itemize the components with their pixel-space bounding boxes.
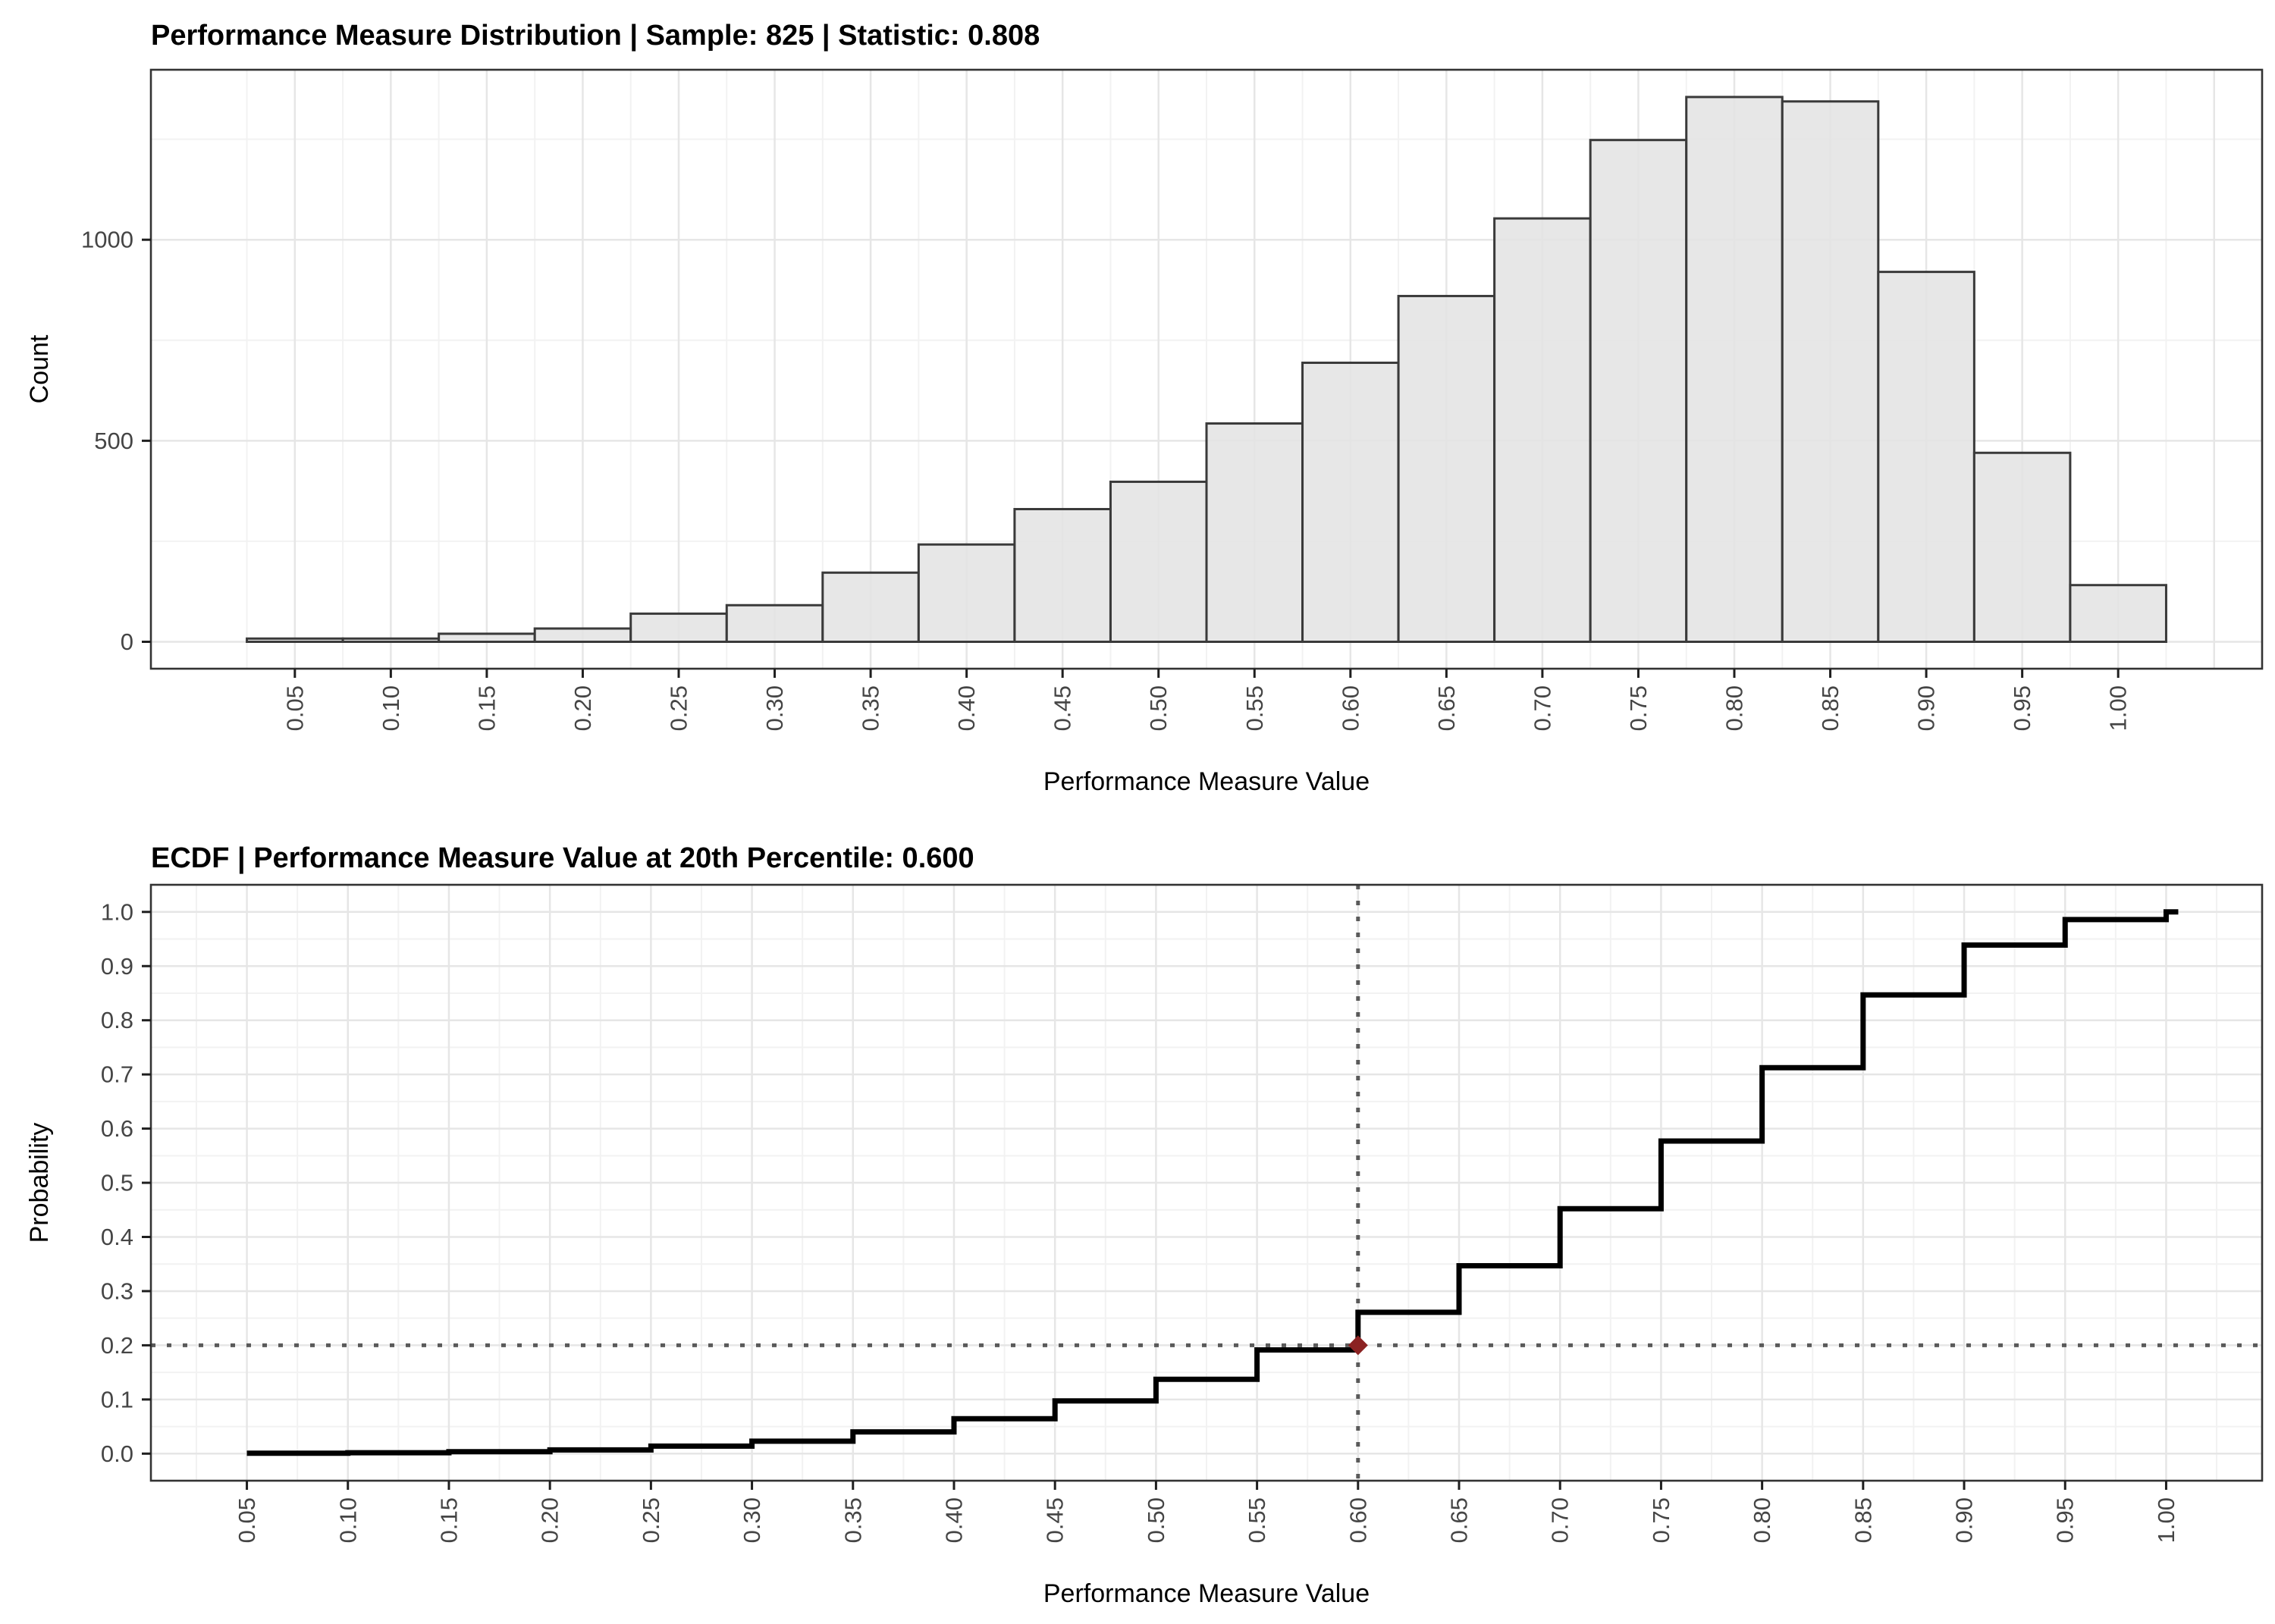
x-tick-label: 0.70 (1529, 685, 1555, 731)
y-tick-label: 0.9 (101, 953, 133, 980)
y-tick-label: 0.4 (101, 1224, 133, 1250)
y-tick-label: 0.3 (101, 1278, 133, 1304)
x-tick-label: 0.45 (1050, 685, 1076, 731)
x-axis-ticks (246, 1481, 2167, 1490)
x-tick-label: 0.20 (537, 1497, 563, 1543)
histogram-bar (1877, 271, 1975, 643)
histogram-bar (917, 543, 1016, 644)
x-tick-label: 0.95 (2009, 685, 2035, 731)
x-tick-label: 0.50 (1145, 685, 1172, 731)
x-tick-label: 1.00 (2105, 685, 2132, 731)
y-tick-labels: 0.0 0.1 0.2 0.3 0.4 0.5 0.6 0.7 0.8 0.9 1.0 (101, 898, 133, 1467)
histogram-bar (341, 637, 441, 644)
histogram-bar (1493, 217, 1592, 643)
x-tick-label: 0.25 (638, 1497, 664, 1543)
y-tick-label: 0.6 (101, 1115, 133, 1142)
x-tick-label: 0.65 (1433, 685, 1460, 731)
histogram-bar (533, 627, 632, 644)
histogram-bar (2069, 584, 2167, 644)
x-tick-label: 0.60 (1345, 1497, 1371, 1543)
histogram-figure: Performance Measure Distribution | Sampl… (25, 20, 2264, 796)
ecdf-line (246, 909, 2179, 1456)
x-tick-label: 0.05 (281, 685, 308, 731)
x-tick-label: 0.85 (1850, 1497, 1876, 1543)
histogram-bar (1589, 139, 1688, 643)
y-tick-label: 0.2 (101, 1332, 133, 1359)
histogram-plot: 0.05 0.10 0.15 0.20 0.25 0.30 0.35 0.40 0.45 0.50… (25, 68, 2264, 796)
x-tick-label: 0.45 (1042, 1497, 1068, 1543)
x-tick-label: 0.10 (334, 1497, 361, 1543)
histogram-bar (1685, 96, 1784, 644)
histogram-bar (246, 637, 344, 644)
x-axis-title: Performance Measure Value (1043, 767, 1370, 796)
histogram-bar (438, 632, 536, 643)
histogram-bar (1397, 294, 1496, 643)
x-tick-label: 0.65 (1446, 1497, 1473, 1543)
y-tick-label: 0 (121, 629, 133, 655)
y-tick-label: 0.8 (101, 1007, 133, 1033)
x-tick-label: 0.30 (739, 1497, 765, 1543)
y-axis-title: Count (25, 334, 54, 403)
x-tick-label: 0.55 (1244, 1497, 1270, 1543)
percentile-point (1348, 1335, 1368, 1356)
x-tick-label: 0.25 (666, 685, 692, 731)
y-axis-ticks (142, 911, 151, 1455)
histogram-bar (1972, 451, 2072, 643)
x-tick-label: 0.15 (435, 1497, 462, 1543)
x-tick-label: 0.35 (839, 1497, 866, 1543)
x-tick-label: 0.60 (1337, 685, 1363, 731)
x-tick-label: 1.00 (2153, 1497, 2179, 1543)
x-tick-label: 0.80 (1749, 1497, 1775, 1543)
x-tick-label: 0.40 (953, 685, 980, 731)
x-tick-label: 0.05 (234, 1497, 260, 1543)
x-tick-label: 0.80 (1721, 685, 1748, 731)
y-tick-label: 1.0 (101, 898, 133, 925)
percentile-reference-lines (151, 885, 2262, 1481)
ecdf-plot: 0.05 0.10 0.15 0.20 0.25 0.30 0.35 0.40 0.45 0.50… (25, 883, 2264, 1608)
x-tick-label: 0.40 (940, 1497, 967, 1543)
y-tick-label: 0.1 (101, 1386, 133, 1412)
y-tick-label: 500 (94, 428, 133, 454)
x-tick-label: 0.90 (1951, 1497, 1978, 1543)
histogram-bar (725, 604, 824, 643)
histogram-bar (1109, 480, 1208, 644)
panel-border (149, 68, 2264, 670)
x-tick-label: 0.15 (473, 685, 500, 731)
histogram-bar (629, 612, 728, 644)
y-axis-ticks (142, 238, 151, 643)
x-tick-label: 0.20 (570, 685, 596, 731)
x-tick-label: 0.70 (1547, 1497, 1574, 1543)
x-axis-title: Performance Measure Value (1043, 1579, 1370, 1608)
y-tick-labels: 0 500 1000 (81, 227, 133, 655)
x-tick-label: 0.95 (2052, 1497, 2079, 1543)
x-tick-labels: 0.05 0.10 0.15 0.20 0.25 0.30 0.35 0.40 0.45 0.50… (234, 1497, 2179, 1543)
histogram-bar (1013, 508, 1112, 643)
histogram-bar (821, 571, 920, 643)
y-tick-label: 0.0 (101, 1441, 133, 1467)
y-axis-title: Probability (25, 1123, 54, 1243)
x-tick-labels: 0.05 0.10 0.15 0.20 0.25 0.30 0.35 0.40 0.45 0.50… (281, 685, 2131, 731)
histogram-bar (1781, 100, 1880, 643)
ecdf-title: ECDF | Performance Measure Value at 20th… (151, 842, 974, 874)
x-tick-label: 0.50 (1143, 1497, 1169, 1543)
x-tick-label: 0.75 (1625, 685, 1652, 731)
histogram-bar (1301, 361, 1400, 643)
x-tick-label: 0.30 (761, 685, 788, 731)
y-tick-label: 1000 (81, 227, 133, 253)
ecdf-figure: ECDF | Performance Measure Value at 20th… (0, 812, 2275, 1624)
x-tick-label: 0.35 (858, 685, 884, 731)
histogram-bars (246, 96, 2167, 644)
y-tick-label: 0.5 (101, 1170, 133, 1196)
x-tick-label: 0.75 (1648, 1497, 1674, 1543)
y-tick-label: 0.7 (101, 1061, 133, 1088)
x-tick-label: 0.10 (378, 685, 404, 731)
x-tick-label: 0.85 (1817, 685, 1844, 731)
histogram-title: Performance Measure Distribution | Sampl… (151, 20, 1040, 52)
histogram-bar (1205, 422, 1304, 644)
x-tick-label: 0.55 (1241, 685, 1268, 731)
x-tick-label: 0.90 (1913, 685, 1940, 731)
x-axis-ticks (293, 669, 2120, 678)
